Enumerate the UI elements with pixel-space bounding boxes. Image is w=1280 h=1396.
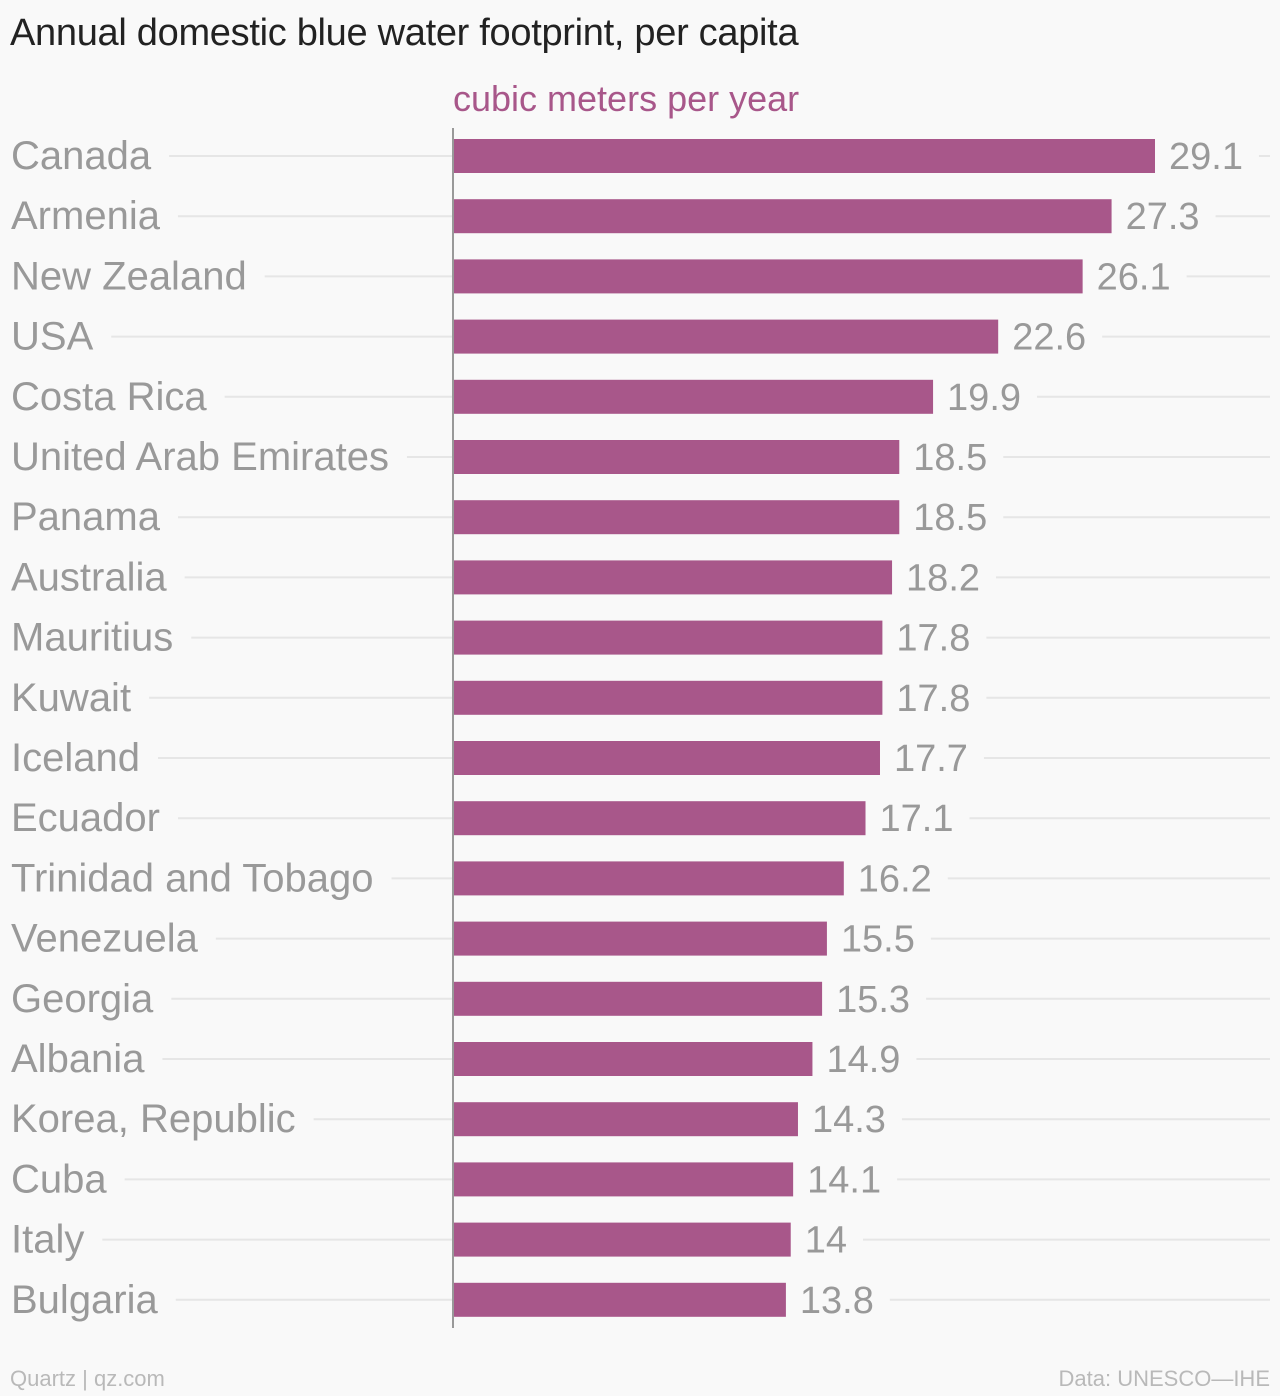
value-label: 14.3 [812, 1099, 886, 1141]
value-label: 29.1 [1169, 136, 1243, 178]
value-label: 17.8 [896, 618, 970, 660]
category-label: Costa Rica [11, 375, 207, 419]
bar [453, 801, 866, 836]
value-label: 22.6 [1012, 317, 1086, 359]
bar [453, 1042, 813, 1076]
category-label: Australia [11, 555, 167, 599]
bar [453, 981, 823, 1016]
category-label: United Arab Emirates [11, 435, 389, 479]
bar [453, 741, 880, 775]
category-label: Georgia [11, 977, 154, 1021]
category-label: Kuwait [11, 676, 131, 720]
bar [453, 379, 934, 414]
bar [453, 440, 900, 474]
value-label: 14.9 [826, 1039, 900, 1081]
bar [453, 1102, 798, 1137]
value-label: 14.1 [807, 1159, 881, 1201]
value-label: 14 [805, 1220, 847, 1262]
category-label: Cuba [11, 1157, 107, 1201]
category-label: Panama [11, 495, 161, 539]
category-label: Bulgaria [11, 1278, 159, 1322]
bar [453, 921, 827, 956]
value-label: 26.1 [1097, 256, 1171, 298]
footer-credit: Quartz | qz.com [10, 1366, 165, 1391]
bar [453, 1162, 794, 1197]
value-label: 16.2 [858, 858, 932, 900]
category-label: Iceland [11, 736, 140, 780]
bar [453, 680, 883, 715]
category-label: Trinidad and Tobago [11, 856, 374, 900]
bar [453, 1222, 791, 1257]
bar [453, 500, 900, 535]
bar [453, 1282, 786, 1317]
footer-source: Data: UNESCO—IHE [1058, 1366, 1271, 1391]
value-label: 18.2 [906, 557, 980, 599]
bar [453, 620, 883, 655]
bar [453, 199, 1112, 234]
value-label: 17.8 [896, 678, 970, 720]
category-label: New Zealand [11, 254, 247, 298]
value-label: 13.8 [800, 1280, 874, 1322]
category-label: Ecuador [11, 796, 160, 840]
unit-label: cubic meters per year [453, 78, 800, 119]
category-label: USA [11, 315, 94, 359]
category-label: Albania [11, 1037, 145, 1081]
category-label: Venezuela [11, 917, 199, 961]
bar [453, 560, 893, 595]
category-label: Canada [11, 134, 152, 178]
value-label: 17.7 [894, 738, 968, 780]
category-label: Korea, Republic [11, 1097, 296, 1141]
chart-title: Annual domestic blue water footprint, pe… [10, 12, 799, 54]
category-label: Italy [11, 1218, 84, 1262]
category-label: Mauritius [11, 616, 173, 660]
bar [453, 259, 1083, 294]
value-label: 15.3 [836, 979, 910, 1021]
bar [453, 861, 844, 896]
category-label: Armenia [11, 194, 161, 238]
bar [453, 139, 1155, 173]
value-label: 15.5 [841, 919, 915, 961]
value-label: 18.5 [913, 437, 987, 479]
value-label: 19.9 [947, 377, 1021, 419]
bar [453, 319, 999, 354]
value-label: 17.1 [880, 798, 954, 840]
value-label: 27.3 [1126, 196, 1200, 238]
value-label: 18.5 [913, 497, 987, 539]
